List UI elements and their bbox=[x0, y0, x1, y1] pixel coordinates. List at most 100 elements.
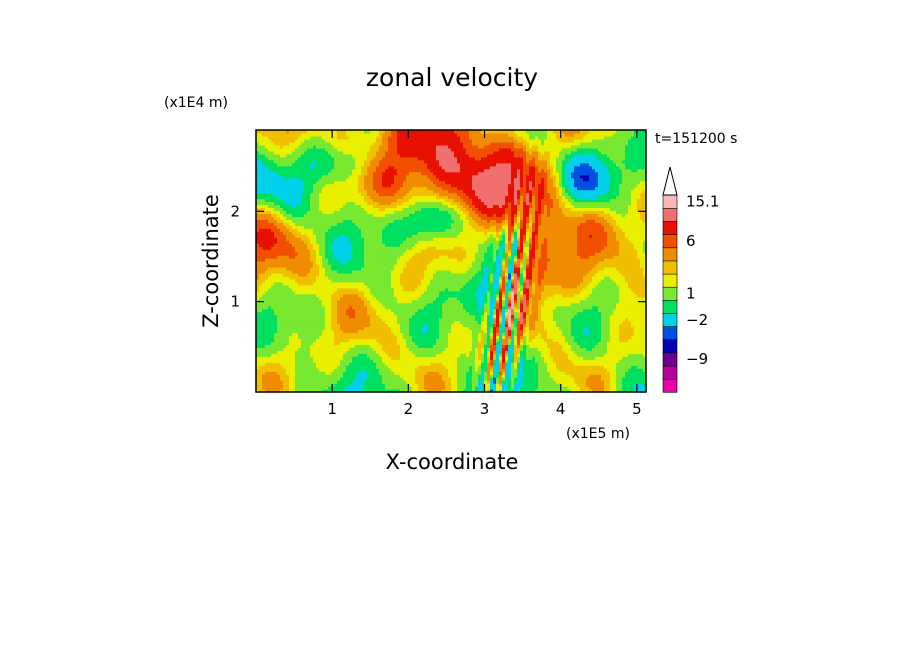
field-cell bbox=[619, 302, 623, 307]
field-cell bbox=[418, 383, 422, 387]
field-cell bbox=[580, 374, 584, 378]
field-cell bbox=[274, 380, 278, 384]
field-cell bbox=[445, 377, 449, 381]
field-cell bbox=[265, 371, 269, 375]
field-cell bbox=[499, 326, 503, 331]
field-cell bbox=[544, 311, 548, 316]
field-cell bbox=[403, 374, 407, 378]
field-cell bbox=[502, 287, 506, 292]
field-cell bbox=[475, 359, 479, 363]
field-cell bbox=[622, 389, 626, 392]
field-cell bbox=[607, 317, 611, 322]
field-cell bbox=[346, 305, 350, 310]
field-cell bbox=[310, 320, 314, 325]
field-cell bbox=[451, 311, 455, 316]
field-cell bbox=[340, 347, 344, 351]
field-cell bbox=[328, 383, 332, 387]
field-cell bbox=[466, 284, 470, 289]
field-cell bbox=[421, 377, 425, 381]
field-cell bbox=[622, 368, 626, 372]
field-cell bbox=[286, 278, 290, 283]
field-cell bbox=[376, 299, 380, 304]
field-cell bbox=[382, 314, 386, 319]
field-cell bbox=[643, 356, 646, 360]
field-cell bbox=[313, 371, 317, 375]
field-cell bbox=[634, 302, 638, 307]
field-cell bbox=[304, 278, 308, 283]
field-cell bbox=[538, 359, 542, 363]
field-cell bbox=[316, 323, 320, 328]
field-cell bbox=[508, 302, 512, 307]
y-axis-label: Z-coordinate bbox=[199, 194, 223, 328]
field-cell bbox=[631, 326, 635, 331]
field-cell bbox=[283, 377, 287, 381]
field-cell bbox=[298, 341, 302, 345]
field-cell bbox=[283, 332, 287, 337]
field-cell bbox=[562, 311, 566, 316]
field-cell bbox=[631, 371, 635, 375]
field-cell bbox=[526, 374, 530, 378]
field-cell bbox=[571, 356, 575, 360]
field-cell bbox=[463, 278, 467, 283]
field-cell bbox=[529, 305, 533, 310]
field-cell bbox=[493, 320, 497, 325]
field-cell bbox=[427, 347, 431, 351]
field-cell bbox=[517, 281, 521, 286]
field-cell bbox=[334, 278, 338, 283]
field-cell bbox=[520, 311, 524, 316]
field-cell bbox=[271, 335, 275, 340]
field-cell bbox=[256, 356, 260, 360]
field-cell bbox=[490, 353, 494, 357]
field-cell bbox=[262, 359, 266, 363]
field-cell bbox=[397, 347, 401, 351]
field-cell bbox=[616, 353, 620, 357]
field-cell bbox=[631, 335, 635, 340]
field-cell bbox=[547, 293, 551, 298]
field-cell bbox=[277, 281, 281, 286]
field-cell bbox=[562, 377, 566, 381]
field-cell bbox=[286, 338, 290, 342]
field-cell bbox=[454, 359, 458, 363]
field-cell bbox=[442, 362, 446, 366]
field-cell bbox=[508, 338, 512, 342]
field-cell bbox=[553, 281, 557, 286]
field-cell bbox=[268, 320, 272, 325]
field-cell bbox=[643, 389, 646, 392]
field-cell bbox=[538, 281, 542, 286]
field-cell bbox=[523, 368, 527, 372]
field-cell bbox=[580, 314, 584, 319]
field-cell bbox=[493, 341, 497, 345]
field-cell bbox=[640, 320, 644, 325]
field-cell bbox=[574, 338, 578, 342]
field-cell bbox=[466, 338, 470, 342]
field-cell bbox=[325, 317, 329, 322]
field-cell bbox=[292, 314, 296, 319]
field-cell bbox=[571, 281, 575, 286]
field-cell bbox=[295, 293, 299, 298]
field-cell bbox=[577, 326, 581, 331]
field-cell bbox=[277, 299, 281, 304]
field-cell bbox=[532, 293, 536, 298]
field-cell bbox=[487, 341, 491, 345]
field-cell bbox=[520, 368, 524, 372]
field-cell bbox=[418, 302, 422, 307]
field-cell bbox=[313, 350, 317, 354]
field-cell bbox=[475, 293, 479, 298]
field-cell bbox=[292, 371, 296, 375]
field-cell bbox=[271, 314, 275, 319]
field-cell bbox=[409, 329, 413, 334]
field-cell bbox=[559, 356, 563, 360]
field-cell bbox=[256, 341, 260, 345]
field-cell bbox=[478, 305, 482, 310]
field-cell bbox=[466, 371, 470, 375]
field-cell bbox=[412, 338, 416, 342]
field-cell bbox=[349, 344, 353, 348]
field-cell bbox=[637, 320, 641, 325]
field-cell bbox=[421, 314, 425, 319]
field-cell bbox=[445, 287, 449, 292]
field-cell bbox=[427, 359, 431, 363]
field-cell bbox=[448, 386, 452, 390]
field-cell bbox=[277, 356, 281, 360]
field-cell bbox=[619, 350, 623, 354]
field-cell bbox=[544, 353, 548, 357]
